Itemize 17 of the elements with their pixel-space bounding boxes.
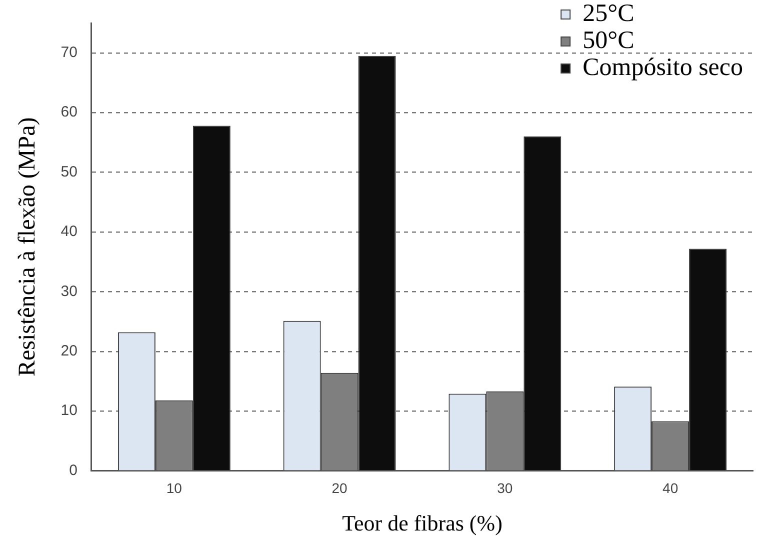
legend-label: Compósito seco xyxy=(582,54,744,82)
y-tick-label: 10 xyxy=(60,402,78,420)
x-axis-title: Teor de fibras (%) xyxy=(342,510,502,536)
y-tick-label: 70 xyxy=(60,44,78,61)
y-axis-title: Resistência à flexão (MPa) xyxy=(14,117,41,377)
y-tick-label: 30 xyxy=(60,282,78,300)
x-tick-label: 40 xyxy=(662,480,678,496)
y-tick-label: 50 xyxy=(60,163,78,180)
x-tick-label: 20 xyxy=(332,480,348,496)
x-tick-label: 10 xyxy=(166,480,182,496)
y-tick-label: 20 xyxy=(60,342,78,360)
y-tick-label: 40 xyxy=(60,223,78,240)
y-tick-label: 0 xyxy=(69,462,78,479)
x-tick-label: 30 xyxy=(497,480,513,496)
legend-label: 25°C xyxy=(582,0,634,28)
y-tick-label: 60 xyxy=(60,104,78,121)
legend-label: 50°C xyxy=(582,27,634,54)
